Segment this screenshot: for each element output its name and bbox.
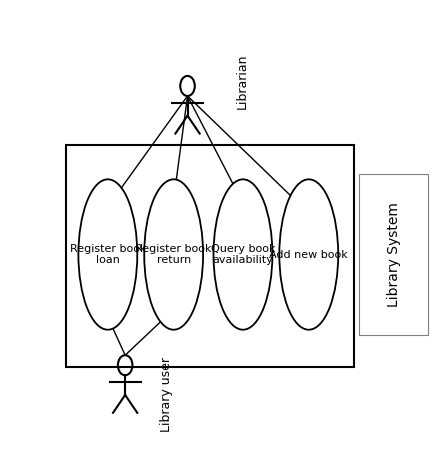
Text: Add new book: Add new book — [270, 250, 348, 259]
Ellipse shape — [214, 179, 272, 330]
Text: Librarian: Librarian — [236, 53, 249, 109]
Ellipse shape — [279, 179, 338, 330]
Bar — [66, 145, 354, 367]
Ellipse shape — [78, 179, 137, 330]
Text: Library user: Library user — [160, 357, 173, 432]
Ellipse shape — [144, 179, 203, 330]
Text: Library System: Library System — [387, 202, 401, 307]
Text: Register book
loan: Register book loan — [70, 244, 146, 266]
Text: Register book
return: Register book return — [135, 244, 212, 266]
Text: Query book
availability: Query book availability — [211, 244, 275, 266]
